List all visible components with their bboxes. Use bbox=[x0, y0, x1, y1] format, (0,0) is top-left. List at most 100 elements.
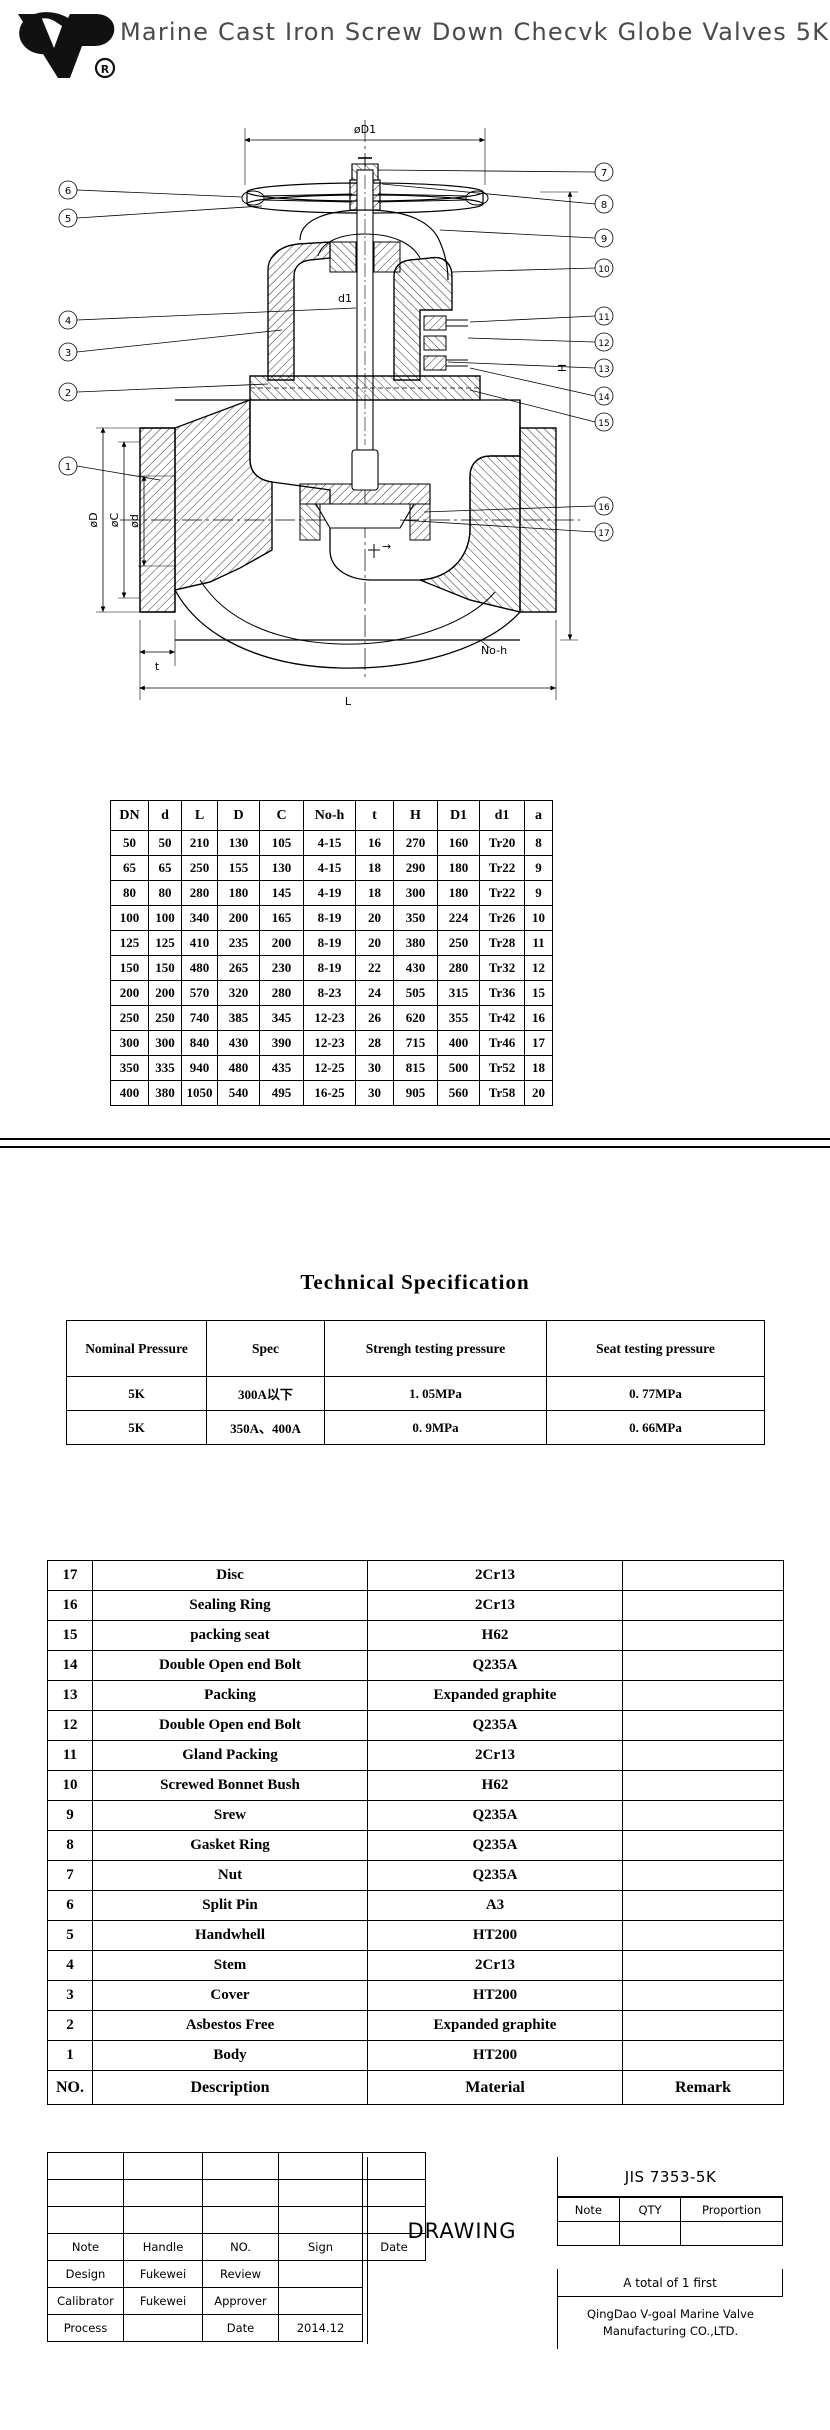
revision-row bbox=[47, 2179, 426, 2207]
revision-header-no: NO. bbox=[202, 2233, 279, 2261]
nqp-header-qty: QTY bbox=[618, 2197, 682, 2222]
svg-text:11: 11 bbox=[598, 313, 609, 323]
svg-text:2: 2 bbox=[65, 388, 71, 399]
dim-cell-h-7: 620 bbox=[393, 1005, 438, 1031]
dim-cell-d1-6: Tr36 bbox=[479, 980, 525, 1006]
signoff-value-approver[interactable] bbox=[278, 2287, 363, 2315]
company-name: QingDao V-goal Marine Valve Manufacturin… bbox=[557, 2297, 783, 2349]
part-remark-3 bbox=[622, 1980, 784, 2011]
dim-cell-noh-1: 4-15 bbox=[303, 855, 356, 881]
revision-cell-1-3[interactable] bbox=[278, 2179, 363, 2207]
valve-technical-drawing: øD1 d1 bbox=[0, 80, 830, 760]
part-description-15: packing seat bbox=[92, 1620, 368, 1651]
tech-spec-table: Nominal Pressure Spec Strengh testing pr… bbox=[66, 1320, 765, 1445]
dim-cell-d1-8: 400 bbox=[437, 1030, 480, 1056]
signoff-value-calibrator[interactable]: Fukewei bbox=[123, 2287, 203, 2315]
part-description-6: Split Pin bbox=[92, 1890, 368, 1921]
revision-cell-2-0[interactable] bbox=[47, 2206, 124, 2234]
svg-text:8: 8 bbox=[601, 200, 607, 211]
svg-text:No-h: No-h bbox=[481, 644, 507, 657]
nqp-value-qty[interactable] bbox=[618, 2221, 682, 2246]
dim-cell-t-5: 22 bbox=[355, 955, 394, 981]
spec-cell-0-2: 1. 05MPa bbox=[324, 1376, 547, 1411]
revision-row bbox=[47, 2152, 426, 2180]
dim-cell-l-5: 480 bbox=[181, 955, 218, 981]
dimension-table-row: 50 50 210 130 105 4-15 16 270 160 Tr20 8 bbox=[110, 830, 553, 856]
revision-cell-1-2[interactable] bbox=[202, 2179, 279, 2207]
signoff-value-process[interactable] bbox=[123, 2314, 203, 2342]
dimension-table-row: 150 150 480 265 230 8-19 22 430 280 Tr32 12 bbox=[110, 955, 553, 981]
dim-cell-dn-6: 200 bbox=[110, 980, 149, 1006]
revision-cell-2-2[interactable] bbox=[202, 2206, 279, 2234]
dim-cell-a-5: 12 bbox=[524, 955, 553, 981]
dim-cell-d-5: 265 bbox=[217, 955, 260, 981]
revision-cell-0-3[interactable] bbox=[278, 2152, 363, 2180]
page-title: Marine Cast Iron Screw Down Checvk Globe… bbox=[120, 18, 830, 46]
signoff-label-design: Design bbox=[47, 2260, 124, 2288]
dim-cell-dn-9: 350 bbox=[110, 1055, 149, 1081]
revision-cell-2-3[interactable] bbox=[278, 2206, 363, 2234]
dim-cell-t-6: 24 bbox=[355, 980, 394, 1006]
dim-cell-h-2: 300 bbox=[393, 880, 438, 906]
nqp-value-proportion[interactable] bbox=[680, 2221, 783, 2246]
revision-cell-1-0[interactable] bbox=[47, 2179, 124, 2207]
parts-list-row: 2 Asbestos Free Expanded graphite bbox=[47, 2010, 784, 2041]
signoff-value-review[interactable] bbox=[278, 2260, 363, 2288]
dim-header-d1l: d1 bbox=[479, 800, 525, 831]
dim-cell-d-1: 155 bbox=[217, 855, 260, 881]
dim-cell-l-9: 940 bbox=[181, 1055, 218, 1081]
revision-cell-0-4[interactable] bbox=[362, 2152, 426, 2180]
dim-cell-d-0: 50 bbox=[148, 830, 182, 856]
part-no-1: 1 bbox=[47, 2040, 93, 2071]
svg-text:ød: ød bbox=[128, 514, 141, 528]
part-description-2: Asbestos Free bbox=[92, 2010, 368, 2041]
part-remark-12 bbox=[622, 1710, 784, 1741]
dim-cell-l-2: 280 bbox=[181, 880, 218, 906]
part-material-13: Expanded graphite bbox=[367, 1680, 623, 1711]
parts-header-remark: Remark bbox=[622, 2070, 784, 2105]
dim-cell-dn-1: 65 bbox=[110, 855, 149, 881]
dimension-table-row: 400 380 1050 540 495 16-25 30 905 560 Tr58 20 bbox=[110, 1080, 553, 1106]
part-remark-17 bbox=[622, 1560, 784, 1591]
dim-header-t: t bbox=[355, 800, 394, 831]
svg-text:15: 15 bbox=[598, 419, 609, 429]
part-description-3: Cover bbox=[92, 1980, 368, 2011]
revision-cell-1-1[interactable] bbox=[123, 2179, 203, 2207]
dim-cell-l-8: 840 bbox=[181, 1030, 218, 1056]
part-material-15: H62 bbox=[367, 1620, 623, 1651]
revision-cell-0-2[interactable] bbox=[202, 2152, 279, 2180]
signoff-row: Design Fukewei Review bbox=[47, 2260, 426, 2288]
dim-cell-noh-10: 16-25 bbox=[303, 1080, 356, 1106]
revision-cell-2-1[interactable] bbox=[123, 2206, 203, 2234]
signoff-value-date[interactable]: 2014.12 bbox=[278, 2314, 363, 2342]
dimension-table: DN d L D C No-h t H D1 d1 a 50 50 210 130 10… bbox=[110, 800, 553, 1106]
dim-cell-t-0: 16 bbox=[355, 830, 394, 856]
spec-cell-1-0: 5K bbox=[66, 1410, 207, 1445]
revision-header-sign: Sign bbox=[278, 2233, 363, 2261]
dim-cell-d1-4: Tr28 bbox=[479, 930, 525, 956]
dim-cell-d-0: 130 bbox=[217, 830, 260, 856]
part-no-16: 16 bbox=[47, 1590, 93, 1621]
dim-cell-c-8: 390 bbox=[259, 1030, 304, 1056]
dim-header-d: d bbox=[148, 800, 182, 831]
part-material-4: 2Cr13 bbox=[367, 1950, 623, 1981]
spec-header-strength-test: Strengh testing pressure bbox=[324, 1320, 547, 1377]
revision-cell-0-0[interactable] bbox=[47, 2152, 124, 2180]
nqp-value-note[interactable] bbox=[557, 2221, 620, 2246]
revision-cell-0-1[interactable] bbox=[123, 2152, 203, 2180]
dim-cell-l-1: 250 bbox=[181, 855, 218, 881]
dimension-table-row: 80 80 280 180 145 4-19 18 300 180 Tr22 9 bbox=[110, 880, 553, 906]
dim-cell-a-3: 10 bbox=[524, 905, 553, 931]
parts-list-row: 1 Body HT200 bbox=[47, 2040, 784, 2071]
revision-cell-1-4[interactable] bbox=[362, 2179, 426, 2207]
dim-cell-t-3: 20 bbox=[355, 905, 394, 931]
part-remark-6 bbox=[622, 1890, 784, 1921]
parts-list-container: 17 Disc 2Cr13 16 Sealing Ring 2Cr13 15 packin… bbox=[47, 1560, 784, 2105]
parts-list-table: 17 Disc 2Cr13 16 Sealing Ring 2Cr13 15 packin… bbox=[47, 1560, 784, 2105]
svg-text:7: 7 bbox=[601, 168, 607, 179]
dim-cell-d1-4: 250 bbox=[437, 930, 480, 956]
signoff-value-design[interactable]: Fukewei bbox=[123, 2260, 203, 2288]
dim-cell-dn-10: 400 bbox=[110, 1080, 149, 1106]
dim-cell-h-4: 380 bbox=[393, 930, 438, 956]
nqp-value-row bbox=[557, 2221, 783, 2246]
